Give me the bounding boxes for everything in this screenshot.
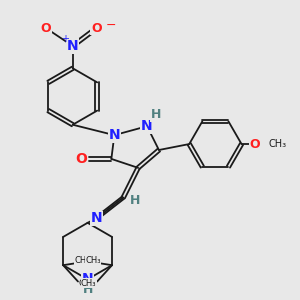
Text: CH₃: CH₃	[81, 278, 97, 287]
Text: O: O	[250, 138, 260, 151]
Text: N: N	[82, 272, 93, 286]
Text: O: O	[76, 152, 88, 166]
Text: H: H	[130, 194, 140, 207]
Text: N: N	[91, 212, 102, 225]
Text: CH₃: CH₃	[79, 278, 94, 287]
Text: CH₃: CH₃	[74, 256, 90, 265]
Text: N: N	[141, 119, 153, 133]
Text: −: −	[106, 19, 117, 32]
Text: O: O	[91, 22, 102, 34]
Text: N: N	[67, 39, 79, 53]
Text: H: H	[82, 283, 93, 296]
Text: CH₃: CH₃	[85, 256, 101, 265]
Text: N: N	[109, 128, 120, 142]
Text: H: H	[151, 108, 161, 121]
Text: CH₃: CH₃	[268, 139, 286, 149]
Text: O: O	[41, 22, 51, 34]
Text: +: +	[61, 34, 69, 44]
